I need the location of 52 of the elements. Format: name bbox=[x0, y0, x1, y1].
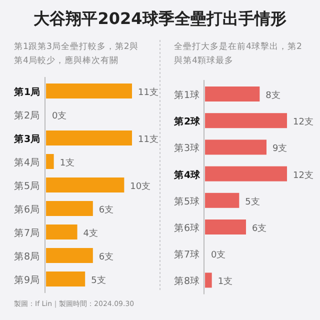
y-tick-label: 第3球 bbox=[174, 142, 200, 154]
data-label: 1支 bbox=[218, 276, 233, 288]
bar bbox=[205, 166, 287, 182]
chart-subtitle: 全壘打大多是在前4球擊出，第2與第4顆球最多 bbox=[174, 41, 302, 66]
data-label: 9支 bbox=[272, 143, 288, 154]
y-tick-label: 第8球 bbox=[174, 275, 200, 288]
bar bbox=[46, 178, 124, 192]
data-label: 4支 bbox=[83, 228, 98, 239]
y-tick-label: 第3局 bbox=[13, 133, 41, 145]
bar bbox=[205, 86, 260, 102]
data-label: 11支 bbox=[138, 134, 158, 145]
y-tick-label: 第1局 bbox=[13, 86, 41, 98]
bar bbox=[46, 272, 86, 286]
y-tick-label: 第5局 bbox=[14, 180, 40, 192]
bar bbox=[46, 130, 132, 146]
data-label: 12支 bbox=[293, 116, 314, 128]
data-label: 0支 bbox=[52, 110, 67, 122]
data-label: 8支 bbox=[266, 90, 280, 101]
chart-subtitle: 第1跟第3局全壘打較多，第2與第4局較少，應與棒次有關 bbox=[14, 41, 138, 66]
y-tick-label: 第5球 bbox=[174, 195, 200, 208]
y-tick-label: 第7局 bbox=[14, 227, 40, 239]
data-label: 11支 bbox=[138, 87, 158, 98]
bar bbox=[205, 192, 240, 208]
y-tick-label: 第1球 bbox=[174, 89, 200, 101]
y-tick-label: 第6球 bbox=[174, 222, 200, 234]
y-tick-label: 第2球 bbox=[173, 116, 202, 128]
bar bbox=[205, 140, 266, 155]
y-tick-label: 第4局 bbox=[14, 156, 40, 168]
chart-title: 大谷翔平2024球季全壘打出手情形 bbox=[34, 9, 286, 28]
data-label: 5支 bbox=[245, 196, 260, 208]
y-tick-label: 第6局 bbox=[14, 204, 40, 216]
data-label: 5支 bbox=[91, 275, 106, 286]
y-tick-label: 第9局 bbox=[14, 274, 40, 286]
data-label: 10支 bbox=[130, 181, 151, 192]
bar bbox=[205, 272, 212, 288]
y-tick-label: 第8局 bbox=[14, 250, 40, 262]
data-label: 12支 bbox=[293, 170, 314, 181]
bar bbox=[46, 84, 132, 98]
data-label: 6支 bbox=[98, 252, 114, 262]
bar bbox=[46, 248, 93, 263]
y-tick-label: 第7球 bbox=[174, 248, 200, 261]
bar bbox=[46, 224, 78, 240]
bar bbox=[46, 201, 93, 216]
data-label: 6支 bbox=[98, 204, 114, 216]
bar bbox=[46, 154, 54, 169]
bar bbox=[205, 220, 246, 234]
y-tick-label: 第2局 bbox=[14, 110, 40, 122]
bar bbox=[205, 113, 287, 128]
data-label: 6支 bbox=[252, 223, 267, 234]
data-label: 0支 bbox=[211, 250, 226, 261]
data-label: 1支 bbox=[60, 158, 75, 168]
y-tick-label: 第4球 bbox=[173, 168, 202, 181]
